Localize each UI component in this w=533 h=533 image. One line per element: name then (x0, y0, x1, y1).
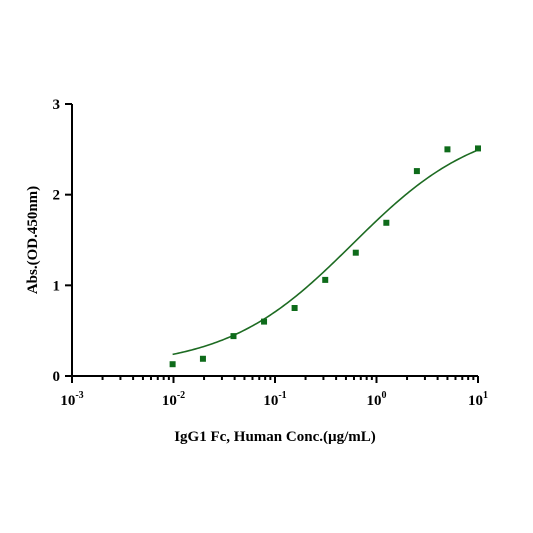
data-point (230, 333, 237, 340)
y-tick-label: 1 (53, 278, 61, 294)
data-point (291, 305, 298, 311)
data-point (261, 318, 268, 325)
x-tick-exponent: 0 (382, 390, 387, 401)
x-tick-base: 10 (162, 393, 177, 409)
x-tick-exponent: -1 (278, 390, 286, 401)
x-tick-label: 101 (468, 390, 488, 409)
data-point (444, 146, 451, 153)
data-point (169, 361, 176, 368)
y-tick-label: 3 (53, 97, 61, 113)
y-tick-label: 0 (53, 369, 61, 385)
fit-curve (172, 149, 479, 356)
x-tick-exponent: -2 (177, 390, 185, 401)
x-tick-label: 10-3 (60, 390, 83, 409)
x-tick-label: 10-1 (263, 390, 286, 409)
x-tick-exponent: 1 (483, 390, 488, 401)
x-tick-label: 10-2 (162, 390, 185, 409)
data-point (352, 249, 359, 256)
data-points (169, 145, 481, 368)
x-tick-base: 10 (60, 393, 75, 409)
x-axis-title: IgG1 Fc, Human Conc.(µg/mL) (174, 429, 376, 445)
x-ticks: 10-3 10-2 10-1 100 101 (60, 376, 488, 409)
data-point (475, 145, 481, 152)
y-ticks: 0 1 2 3 (53, 97, 72, 385)
data-point (322, 276, 329, 283)
data-point (199, 355, 206, 362)
plot-area (169, 145, 481, 368)
x-tick-label: 100 (367, 390, 387, 409)
x-tick-base: 10 (468, 393, 483, 409)
x-tick-exponent: -3 (75, 390, 83, 401)
x-tick-base: 10 (367, 393, 382, 409)
x-tick-base: 10 (263, 393, 278, 409)
y-tick-label: 2 (53, 188, 61, 204)
data-point (383, 219, 390, 226)
data-point (413, 168, 420, 175)
y-axis-title: Abs.(OD.450nm) (25, 186, 41, 294)
